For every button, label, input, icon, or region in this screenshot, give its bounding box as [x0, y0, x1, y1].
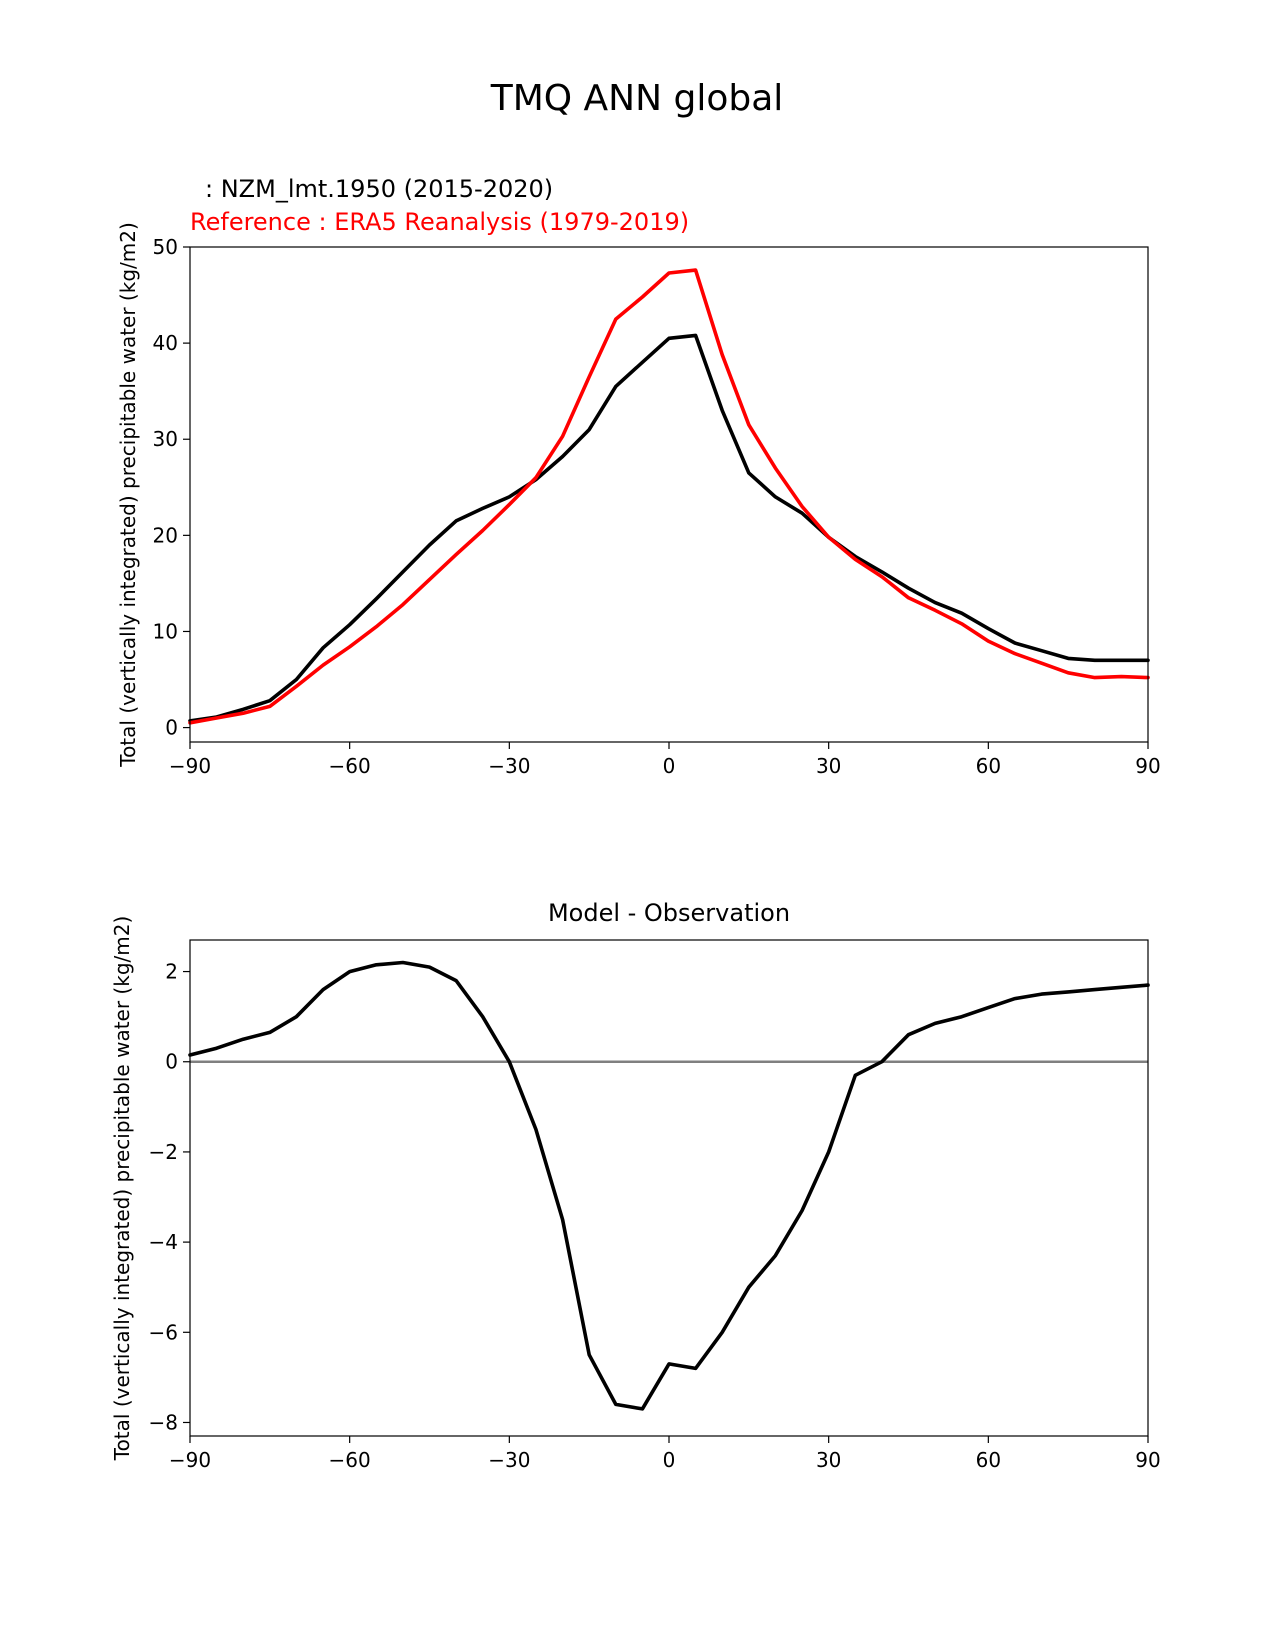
- reference-label: Reference : ERA5 Reanalysis (1979-2019): [190, 208, 689, 236]
- panel-title: Model - Observation: [548, 899, 790, 927]
- axes-frame: [189, 246, 1149, 743]
- x-tick-label: −60: [329, 754, 371, 778]
- x-tick-label: 60: [976, 1448, 1001, 1472]
- series-line-model: [188, 960, 1150, 1411]
- plot-area: −90 −60 −30 0 30 60 90 0 10 20 30 40 50: [153, 235, 1161, 778]
- top-panel: : NZM_lmt.1950 (2015-2020) Reference : E…: [116, 175, 1161, 778]
- y-tick-label: 30: [153, 427, 178, 451]
- x-tick-label: 60: [976, 754, 1001, 778]
- y-tick-label: 2: [165, 960, 178, 984]
- x-tick-label: 30: [816, 1448, 841, 1472]
- y-tick-label: 0: [165, 716, 178, 740]
- bottom-panel: Model - Observation Total (vertically in…: [110, 899, 1161, 1472]
- x-tick-label: 90: [1135, 1448, 1160, 1472]
- x-tick-label: −90: [169, 754, 211, 778]
- y-tick-label: 50: [153, 235, 178, 259]
- plot-area: −90 −60 −30 0 30 60 90 −8 −6 −4 −2 0 2: [149, 939, 1161, 1472]
- y-axis-label: Total (vertically integrated) precipitab…: [110, 916, 134, 1462]
- y-tick-label: 20: [153, 523, 178, 547]
- x-tick-label: −90: [169, 1448, 211, 1472]
- test-label: : NZM_lmt.1950 (2015-2020): [205, 175, 553, 203]
- y-tick-label: −2: [149, 1140, 178, 1164]
- axes-frame: [189, 939, 1149, 1437]
- x-tick-label: 0: [663, 754, 676, 778]
- y-tick-label: 40: [153, 331, 178, 355]
- x-tick-label: −30: [488, 754, 530, 778]
- y-tick-label: −4: [149, 1230, 178, 1254]
- y-tick-label: 0: [165, 1050, 178, 1074]
- x-tick-label: −60: [329, 1448, 371, 1472]
- x-tick-label: 30: [816, 754, 841, 778]
- y-axis-label: Total (vertically integrated) precipitab…: [116, 222, 140, 768]
- series-line-model: [188, 333, 1150, 723]
- figure-title: TMQ ANN global: [490, 78, 784, 119]
- x-tick-label: −30: [488, 1448, 530, 1472]
- y-tick-label: −8: [149, 1410, 178, 1434]
- y-tick-label: −6: [149, 1320, 178, 1344]
- series-line-reference: [188, 268, 1150, 725]
- y-tick-label: 10: [153, 619, 178, 643]
- x-tick-label: 0: [663, 1448, 676, 1472]
- x-tick-label: 90: [1135, 754, 1160, 778]
